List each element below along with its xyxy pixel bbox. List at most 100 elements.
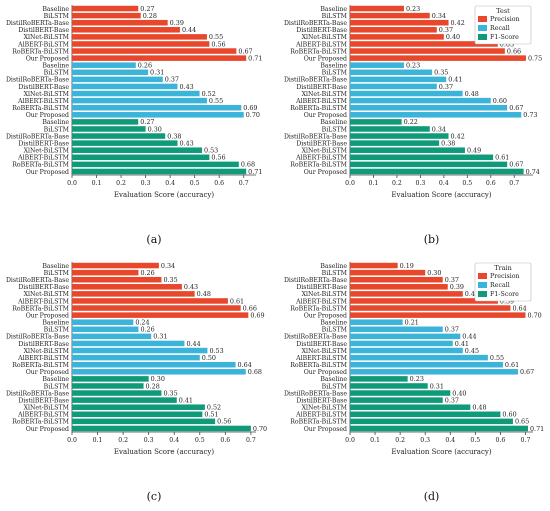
- value-label: 0.37: [445, 326, 459, 334]
- value-label: 0.35: [163, 276, 177, 284]
- category-label: Our Proposed: [26, 426, 69, 433]
- bar-group-3-5: [72, 147, 203, 153]
- category-label: Our Proposed: [26, 312, 69, 319]
- category-label: DistilBERT-Base: [18, 27, 69, 34]
- x-tick-label: 0.0: [345, 180, 355, 187]
- category-label: XlNet-BiLSTM: [24, 91, 70, 98]
- category-label: XlNet-BiLSTM: [302, 405, 348, 412]
- bar-group-3-6: [72, 154, 210, 161]
- value-label: 0.73: [523, 111, 537, 119]
- x-tick-label: 0.4: [439, 180, 449, 187]
- value-label: 0.39: [170, 19, 184, 27]
- bar-group-1-4: [72, 284, 182, 290]
- x-tick-label: 0.5: [190, 180, 200, 187]
- category-label: BiLSTM: [44, 126, 70, 133]
- category-label: DistilBERT-Base: [296, 397, 347, 404]
- value-label: 0.34: [161, 262, 175, 270]
- bar-group-2-5: [72, 90, 200, 97]
- bar-f1-score-5: [350, 404, 471, 410]
- category-label: Our Proposed: [304, 312, 347, 319]
- value-label: 0.24: [135, 319, 149, 327]
- value-label: 0.28: [143, 12, 157, 20]
- value-label: 0.30: [151, 375, 165, 383]
- category-label: Baseline: [320, 376, 347, 383]
- value-label: 0.61: [495, 154, 509, 162]
- bar-group-3-6: [72, 411, 203, 418]
- category-label: RoBERTa-BiLSTM: [290, 305, 347, 312]
- bar-group-1-6: [72, 41, 210, 47]
- value-label: 0.27: [140, 118, 154, 126]
- value-label: 0.31: [430, 382, 444, 390]
- bar-precision-2: [350, 12, 430, 19]
- panel-caption: (d): [424, 490, 440, 503]
- bar-group-1-8: [72, 312, 249, 318]
- value-label: 0.60: [493, 97, 507, 105]
- category-label: RoBERTa-BiLSTM: [12, 362, 69, 369]
- category-label: XlNet-BiLSTM: [302, 291, 348, 298]
- category-label: Baseline: [320, 6, 347, 13]
- category-label: AlBERT-BiLSTM: [295, 298, 347, 305]
- bar-recall-1: [350, 319, 403, 325]
- bar-group-2-6: [72, 97, 207, 104]
- bar-group-1-1: [72, 262, 159, 269]
- value-label: 0.38: [167, 132, 181, 140]
- bar-precision-7: [350, 48, 505, 54]
- bar-group-3-1: [72, 376, 149, 382]
- value-label: 0.66: [507, 47, 521, 55]
- x-tick-label: 0.5: [462, 180, 472, 187]
- bar-group-1-1: [72, 5, 139, 12]
- category-label: Baseline: [320, 119, 347, 126]
- bar-recall-5: [350, 90, 463, 97]
- bar-f1-score-1: [350, 376, 408, 382]
- category-label: AlBERT-BiLSTM: [17, 298, 69, 305]
- legend-title: Train: [494, 264, 512, 272]
- bar-precision-7: [350, 305, 511, 311]
- category-label: RoBERTa-BiLSTM: [290, 362, 347, 369]
- category-label: XlNet-BiLSTM: [24, 405, 70, 412]
- bar-recall-6: [350, 97, 491, 104]
- value-label: 0.71: [248, 168, 262, 176]
- category-label: DistilBERT-Base: [296, 341, 347, 348]
- value-label: 0.40: [452, 389, 466, 397]
- value-label: 0.42: [451, 19, 465, 27]
- value-label: 0.26: [138, 62, 152, 70]
- x-tick-label: 0.0: [67, 437, 77, 444]
- bar-precision-5: [350, 291, 463, 297]
- category-label: RoBERTa-BiLSTM: [12, 305, 69, 312]
- category-label: DistilRoBERTa-Base: [284, 133, 347, 140]
- value-label: 0.70: [253, 425, 267, 433]
- x-tick-label: 0.7: [521, 437, 531, 444]
- value-label: 0.48: [465, 90, 479, 98]
- category-label: Baseline: [42, 63, 69, 70]
- x-axis-label: Evaluation Score (accuracy): [114, 448, 214, 456]
- bar-precision-1: [350, 5, 404, 12]
- value-label: 0.53: [209, 347, 223, 355]
- value-label: 0.67: [509, 161, 523, 169]
- bar-group-3-7: [72, 418, 216, 425]
- value-label: 0.23: [406, 5, 420, 13]
- value-label: 0.56: [211, 154, 225, 162]
- bar-group-2-3: [72, 76, 163, 83]
- category-label: BiLSTM: [44, 327, 70, 334]
- category-label: BiLSTM: [322, 327, 348, 334]
- x-tick-label: 0.1: [93, 437, 103, 444]
- bar-f1-score-6: [350, 154, 494, 161]
- legend-box: [474, 5, 532, 45]
- bar-f1-score-3: [350, 390, 451, 396]
- bar-group-2-4: [72, 83, 178, 90]
- value-label: 0.30: [148, 125, 162, 133]
- value-label: 0.43: [184, 283, 198, 291]
- category-label: BiLSTM: [44, 270, 70, 277]
- value-label: 0.37: [165, 76, 179, 84]
- bar-f1-score-3: [350, 133, 449, 139]
- value-label: 0.44: [182, 26, 196, 34]
- legend-title: Test: [496, 7, 510, 15]
- legend-swatch: [478, 25, 487, 31]
- value-label: 0.41: [179, 396, 193, 404]
- value-label: 0.43: [179, 139, 193, 147]
- bar-group-3-8: [72, 168, 247, 175]
- legend-swatch: [478, 273, 487, 279]
- bar-group-2-1: [72, 319, 134, 325]
- value-label: 0.22: [404, 118, 418, 126]
